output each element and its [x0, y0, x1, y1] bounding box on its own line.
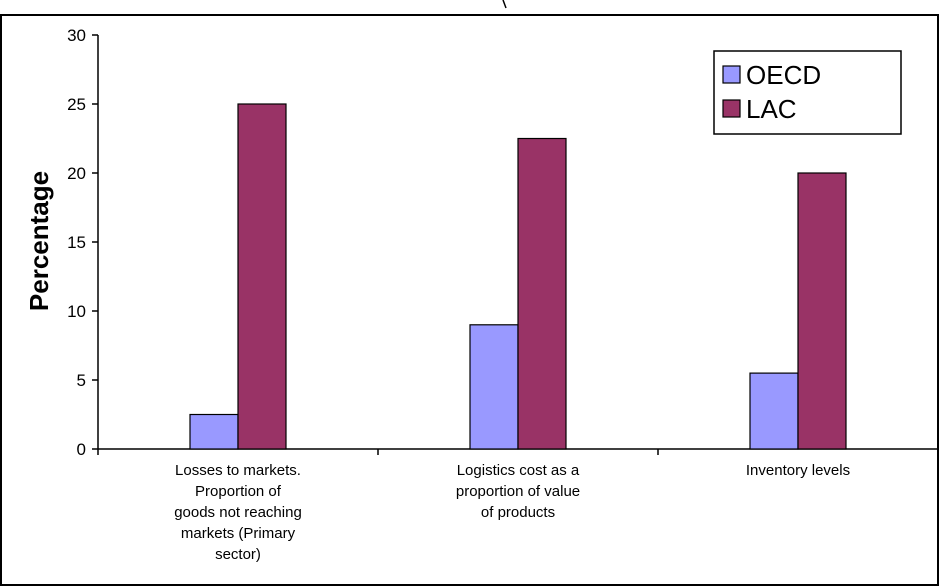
- y-tick-label: 30: [67, 26, 86, 45]
- bar-lac-2: [517, 137, 567, 450]
- legend-swatch-lac: [722, 99, 741, 118]
- category-label: Proportion of: [195, 483, 282, 500]
- y-tick-label: 15: [67, 233, 86, 252]
- y-tick-label: 25: [67, 95, 86, 114]
- category-label: sector): [215, 546, 261, 563]
- category-label: goods not reaching: [174, 504, 302, 521]
- legend-label-oecd: OECD: [746, 60, 821, 90]
- top-edge-mark: [502, 0, 507, 9]
- legend-swatch-oecd: [722, 65, 741, 84]
- bars: [189, 103, 847, 450]
- category-label: Losses to markets.: [175, 462, 301, 479]
- y-tick-label: 10: [67, 302, 86, 321]
- y-tick-label: 0: [77, 440, 86, 459]
- legend: OECD LAC: [713, 50, 902, 135]
- bar-oecd-3: [749, 372, 799, 450]
- bar-oecd-1: [189, 413, 239, 450]
- category-label: markets (Primary: [181, 525, 296, 542]
- category-labels: Losses to markets. Proportion of goods not…: [174, 462, 850, 563]
- bar-lac-1: [237, 103, 287, 450]
- category-label: of products: [481, 504, 555, 521]
- y-tick-labels: 0 5 10 15 20 25 30: [67, 26, 86, 459]
- bar-oecd-2: [469, 324, 519, 450]
- bar-lac-3: [797, 172, 847, 450]
- y-tick-label: 5: [77, 371, 86, 390]
- category-label: Logistics cost as a: [457, 462, 580, 479]
- y-tick-label: 20: [67, 164, 86, 183]
- y-axis-label: Percentage: [24, 171, 54, 311]
- legend-label-lac: LAC: [746, 94, 797, 124]
- legend-box: [713, 50, 902, 135]
- category-label: Inventory levels: [746, 462, 850, 479]
- category-label: proportion of value: [456, 483, 580, 500]
